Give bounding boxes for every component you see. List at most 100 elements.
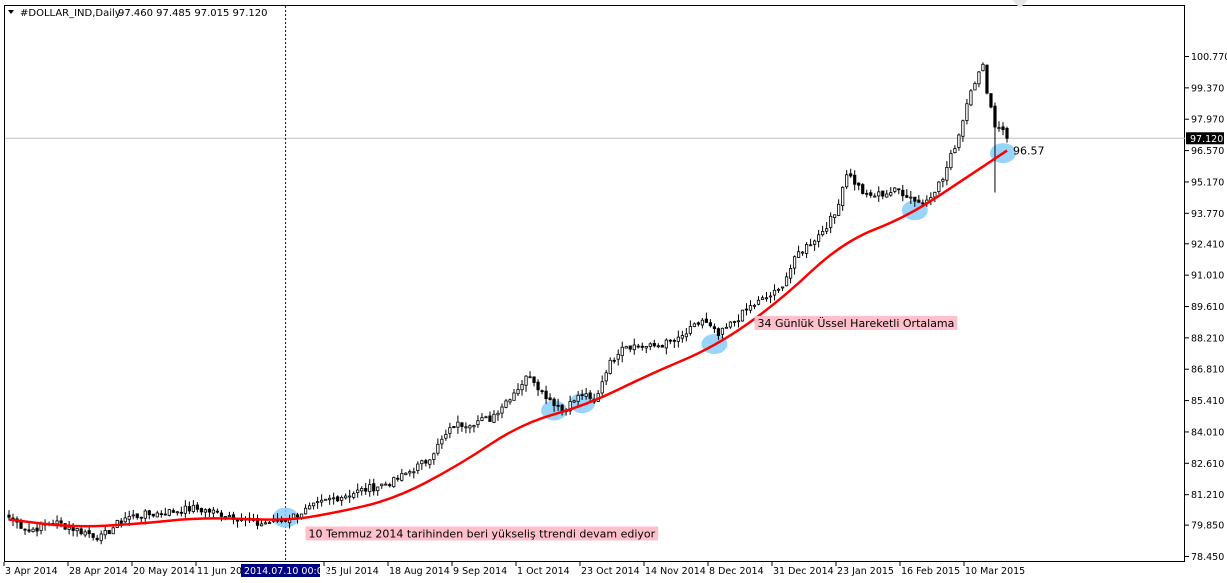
candle — [873, 193, 877, 198]
y-tick-label: 81.210 — [1191, 490, 1224, 501]
candle — [981, 62, 985, 72]
candle — [985, 64, 989, 95]
x-tick-label: 18 Aug 2014 — [389, 566, 450, 577]
candle — [263, 520, 268, 525]
candle — [636, 343, 640, 349]
shift-marker-icon[interactable] — [1012, 0, 1028, 8]
ohlc-label: 97.460 97.485 97.015 97.120 — [118, 8, 268, 19]
x-tick-label: 1 Oct 2014 — [517, 566, 570, 577]
candle — [628, 345, 632, 353]
candle — [973, 81, 977, 91]
candle — [420, 459, 424, 470]
candle — [556, 398, 560, 411]
candle — [396, 474, 400, 482]
candle — [544, 385, 548, 404]
candle — [548, 393, 552, 401]
candle — [861, 183, 865, 195]
candle — [937, 181, 941, 195]
candle — [151, 513, 155, 518]
candle — [432, 452, 436, 465]
candle — [680, 330, 684, 343]
candle — [344, 493, 348, 500]
y-tick-label: 92.410 — [1191, 239, 1224, 250]
candle — [748, 300, 753, 314]
candle — [648, 342, 652, 351]
candle — [83, 529, 87, 538]
candle — [644, 346, 648, 354]
candle — [472, 424, 476, 433]
annotation: 34 Günlük Üssel Hareketli Ortalama — [754, 315, 958, 330]
crosshair-date-tag: 2014.07.10 00:00 — [241, 564, 329, 577]
candle — [756, 296, 761, 306]
candle — [897, 188, 901, 195]
candle — [460, 422, 464, 432]
candle — [668, 339, 672, 345]
candle — [195, 502, 199, 513]
candle — [833, 214, 837, 224]
candle — [813, 239, 817, 251]
candle — [508, 398, 512, 405]
x-axis: 3 Apr 2014 28 Apr 2014 20 May 2014 11 Jun 2… — [3, 562, 1025, 577]
candle — [865, 189, 869, 198]
y-tick-label: 82.610 — [1191, 459, 1224, 470]
candle — [163, 507, 167, 516]
x-tick-label: 23 Oct 2014 — [581, 566, 640, 577]
candle — [404, 472, 408, 476]
candle — [881, 190, 885, 200]
candle — [624, 345, 628, 349]
candle — [712, 323, 717, 334]
candle — [516, 383, 520, 397]
candle — [656, 343, 660, 349]
ema-value-label: 96.57 — [1013, 145, 1045, 158]
candle — [953, 145, 957, 154]
candle — [841, 186, 845, 211]
candle — [436, 438, 440, 456]
candle — [267, 520, 272, 524]
candle — [941, 177, 945, 188]
candle — [139, 516, 143, 523]
candle — [484, 415, 488, 419]
candle — [885, 189, 889, 198]
candle — [424, 458, 428, 467]
candle — [456, 415, 460, 434]
x-tick-label: 11 Jun 2014 — [197, 566, 254, 577]
y-tick-label: 99.370 — [1191, 83, 1224, 94]
candle — [211, 506, 216, 519]
candle — [536, 379, 540, 396]
candle — [187, 501, 191, 515]
candle — [215, 508, 220, 514]
candle — [877, 186, 881, 202]
last-price-tag: 97.120 — [1186, 132, 1224, 145]
candle — [103, 526, 107, 540]
candle — [957, 133, 961, 151]
candle — [604, 369, 608, 386]
candle — [368, 479, 372, 497]
candle — [580, 389, 584, 401]
candle — [35, 523, 39, 537]
candle — [776, 287, 781, 293]
candle — [303, 504, 308, 515]
candle — [376, 486, 380, 496]
touch-highlight — [272, 507, 299, 528]
candle — [332, 492, 336, 505]
candle — [512, 389, 516, 401]
candle — [348, 489, 352, 503]
candle — [360, 486, 364, 496]
candle — [949, 149, 953, 171]
candle — [804, 242, 809, 259]
candle — [7, 510, 11, 521]
candle — [600, 375, 604, 396]
candle — [131, 509, 135, 520]
candle — [837, 199, 841, 217]
chart-menu-triangle-icon[interactable] — [8, 10, 14, 14]
x-tick-label: 14 Nov 2014 — [645, 566, 706, 577]
svg-text:10 Temmuz 2014 tarihinden beri: 10 Temmuz 2014 tarihinden beri yükseliş … — [309, 527, 656, 540]
candle — [740, 309, 745, 322]
candle — [905, 189, 909, 199]
candle — [672, 338, 676, 348]
candle — [444, 429, 448, 441]
candle — [989, 93, 993, 109]
candle — [392, 476, 396, 488]
candle — [800, 251, 805, 256]
